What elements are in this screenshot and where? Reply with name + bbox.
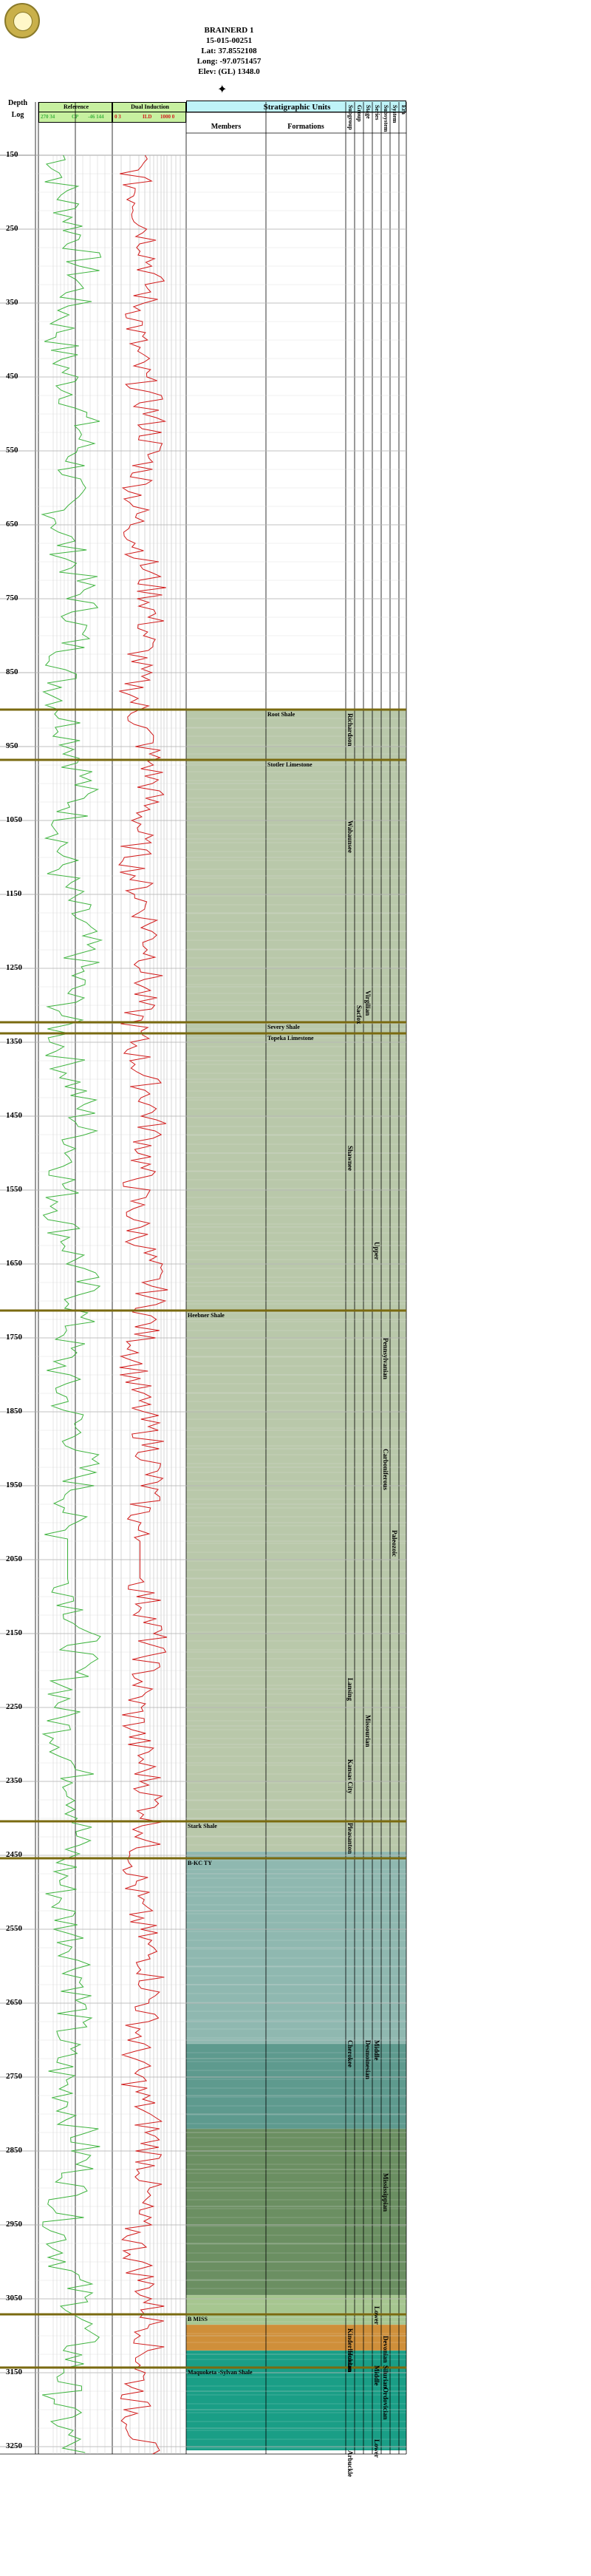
depth-label: 1050 — [6, 815, 22, 824]
depth-label: 1650 — [6, 1259, 22, 1268]
strat-band — [186, 2044, 406, 2129]
unit-label: Devonian — [382, 2336, 389, 2363]
depth-label: 2750 — [6, 2072, 22, 2081]
induction-title: Dual Induction — [131, 103, 169, 110]
depth-label: 1950 — [6, 1481, 22, 1489]
depth-label: 3050 — [6, 2294, 22, 2303]
unit-label: Lower — [373, 2306, 380, 2325]
well-elev: Elev: (GL) 1348.0 — [198, 67, 260, 76]
unit-label: Arbuckle — [346, 2450, 354, 2477]
well-api: 15-015-00251 — [205, 36, 253, 45]
induction-header: Dual Induction — [112, 102, 186, 112]
unit-label: Ordovician — [382, 2388, 389, 2420]
depth-label: 150 — [6, 150, 18, 159]
top-label: Root Shale — [267, 711, 296, 718]
formations-title: Formations — [287, 123, 324, 131]
induction-scale-right: 1000 0 — [160, 114, 175, 120]
unit-label: Hunton — [346, 2351, 354, 2373]
depth-label: 2150 — [6, 1628, 22, 1637]
well-lat: Lat: 37.8552108 — [201, 47, 257, 55]
well-name: BRAINERD 1 — [204, 26, 254, 35]
depth-label: 450 — [6, 372, 18, 381]
strat-title: Stratigraphic Units — [263, 103, 331, 112]
unit-label: Cherokee — [346, 2040, 354, 2067]
unit-label: Mississippian — [382, 2173, 389, 2212]
unit-label: Shawnee — [346, 1146, 354, 1172]
unit-label: Silurian — [382, 2365, 389, 2389]
top-label: Maquoketa -Sylvan Shale — [188, 2369, 253, 2376]
depth-label: 2650 — [6, 1998, 22, 2007]
unit-label: Kansas City — [346, 1759, 354, 1794]
depth-label: 1150 — [6, 889, 22, 898]
compass-icon: ✦ — [217, 84, 228, 96]
depth-label: 2250 — [6, 1702, 22, 1711]
reference-scale-right: -46 144 — [88, 114, 104, 120]
unit-label: Paleozoic — [391, 1530, 398, 1557]
well-header: BRAINERD 1 15-015-00251 Lat: 37.8552108 … — [148, 25, 310, 77]
reference-title: Reference — [63, 103, 89, 110]
strat-band — [186, 2129, 406, 2295]
unit-label: Sacfox — [355, 1005, 363, 1024]
top-label: B MISS — [188, 2316, 208, 2322]
strat-band — [186, 2325, 406, 2351]
depth-label: 2850 — [6, 2146, 22, 2155]
depth-label: 2550 — [6, 1924, 22, 1933]
unit-label: Carboniferous — [382, 1449, 389, 1490]
depth-label: 1350 — [6, 1037, 22, 1046]
unit-label: Desmoinesian — [364, 2040, 372, 2080]
depth-label: 1750 — [6, 1333, 22, 1342]
unit-label: Missourian — [364, 1715, 372, 1747]
top-label: Severy Shale — [267, 1024, 300, 1030]
unit-label: Lower — [373, 2439, 380, 2458]
depth-label: 950 — [6, 741, 18, 750]
strat-header: Stratigraphic Units — [186, 101, 406, 112]
top-label: Heebner Shale — [188, 1312, 225, 1319]
well-long: Long: -97.0751457 — [197, 57, 262, 66]
depth-label: 3150 — [6, 2368, 22, 2376]
unit-label: Lansing — [346, 1678, 354, 1702]
depth-label: 550 — [6, 446, 18, 455]
top-label: B-KC TY — [188, 1860, 212, 1866]
depth-label: 3250 — [6, 2441, 22, 2450]
unit-label: Upper — [373, 1242, 380, 1260]
top-label: Stark Shale — [188, 1823, 217, 1829]
depth-label: 2450 — [6, 1850, 22, 1859]
induction-scale-mid: ILD — [143, 114, 152, 120]
unit-label: Virgilian — [364, 990, 372, 1016]
unit-label: Wabaunsee — [346, 820, 354, 854]
strat-band — [186, 710, 406, 1852]
reference-scale-left: 270 34 — [41, 114, 55, 120]
depth-label: 350 — [6, 298, 18, 307]
induction-scale: 0 3 ILD 1000 0 — [112, 112, 186, 123]
unit-label: Middle — [373, 2040, 380, 2061]
depth-label: 1850 — [6, 1407, 22, 1416]
depth-label: 1550 — [6, 1185, 22, 1194]
induction-curve — [118, 154, 168, 2455]
depth-label: 1250 — [6, 963, 22, 972]
depth-label: 750 — [6, 594, 18, 602]
depth-label: 250 — [6, 224, 18, 233]
depth-label: 1450 — [6, 1111, 22, 1120]
depth-label: 2950 — [6, 2220, 22, 2229]
top-label: Stotler Limestone — [267, 761, 312, 768]
depth-title: Depth — [7, 99, 28, 107]
top-label: Topeka Limestone — [267, 1035, 314, 1041]
gamma-ray-curve — [41, 154, 103, 2453]
members-title: Members — [211, 123, 242, 131]
kgs-logo — [4, 3, 40, 38]
unit-label: Pleasanton — [346, 1823, 354, 1855]
unit-label: Pennsylvanian — [382, 1338, 389, 1380]
depth-label: 650 — [6, 520, 18, 529]
depth-label: 2350 — [6, 1776, 22, 1785]
depth-label: 850 — [6, 667, 18, 676]
unit-label: Richardson — [346, 713, 354, 747]
induction-scale-left: 0 3 — [115, 114, 121, 120]
unit-label: Middle — [373, 2365, 380, 2386]
strat-band — [186, 2295, 406, 2325]
log-title: Log — [11, 111, 24, 119]
depth-label: 2050 — [6, 1554, 22, 1563]
